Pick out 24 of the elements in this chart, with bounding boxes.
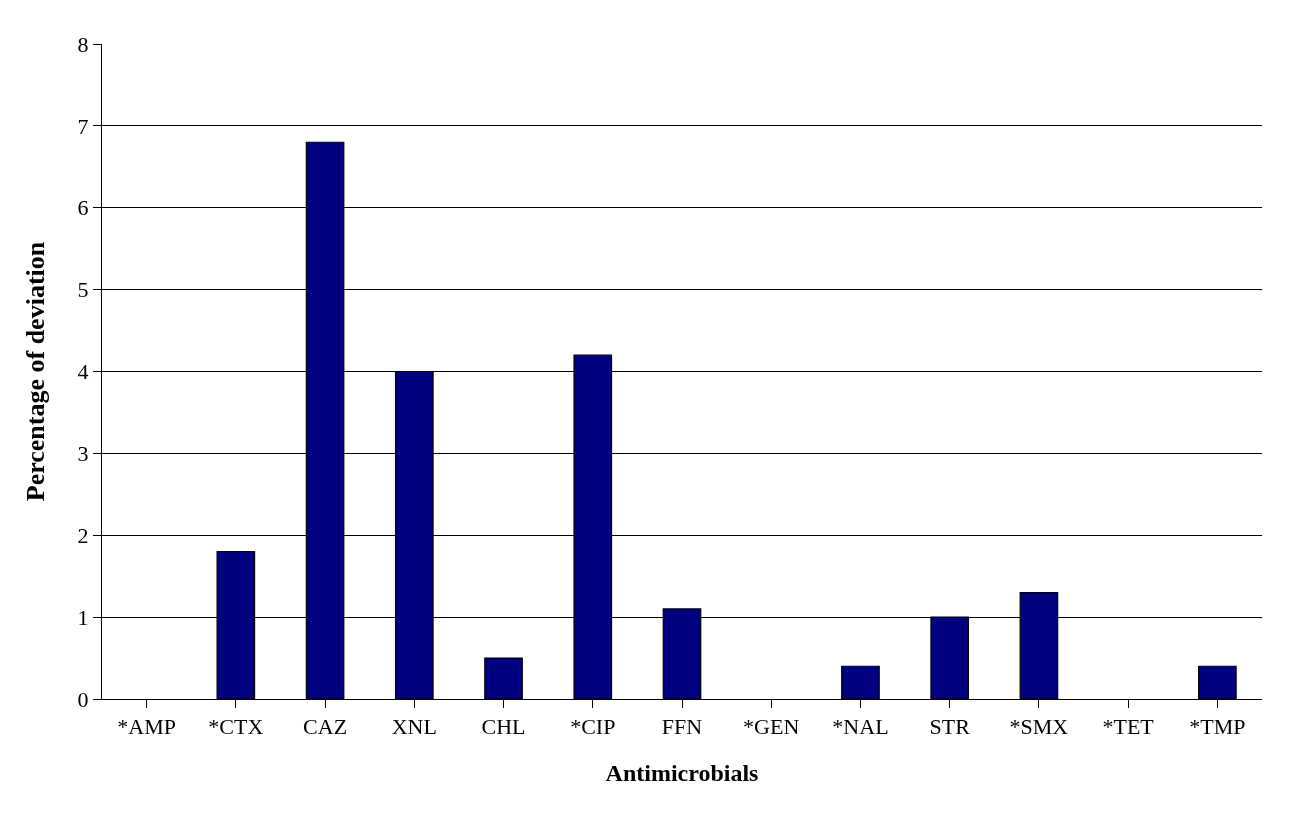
x-tick-label: *SMX xyxy=(1009,714,1069,740)
y-tick-label: 4 xyxy=(77,359,89,385)
y-tick-label: 2 xyxy=(77,522,89,548)
x-tick-label: *NAL xyxy=(832,714,889,740)
y-tick-label: 1 xyxy=(77,604,89,630)
y-tick-label: 8 xyxy=(77,31,89,57)
x-tick-label: FFN xyxy=(661,714,703,740)
y-tick-label: 6 xyxy=(77,195,89,221)
y-tick-label: 3 xyxy=(77,441,89,467)
x-tick-label: *CTX xyxy=(208,714,264,740)
x-tick-label: *TET xyxy=(1102,714,1155,740)
x-axis-title: Antimicrobials xyxy=(605,759,759,786)
x-tick-label: CHL xyxy=(481,714,526,740)
x-tick-label: *CIP xyxy=(570,714,616,740)
x-tick-label: *GEN xyxy=(743,714,800,740)
y-tick-label: 0 xyxy=(77,686,89,712)
y-axis-title: Percentage of deviation xyxy=(21,241,50,502)
x-tick-label: *TMP xyxy=(1189,714,1246,740)
x-tick-label: STR xyxy=(929,714,971,740)
y-tick-label: 5 xyxy=(77,277,89,303)
y-tick-label: 7 xyxy=(77,113,89,139)
x-tick-label: XNL xyxy=(391,714,437,740)
x-tick-label: CAZ xyxy=(303,714,348,740)
x-tick-label: *AMP xyxy=(117,714,176,740)
